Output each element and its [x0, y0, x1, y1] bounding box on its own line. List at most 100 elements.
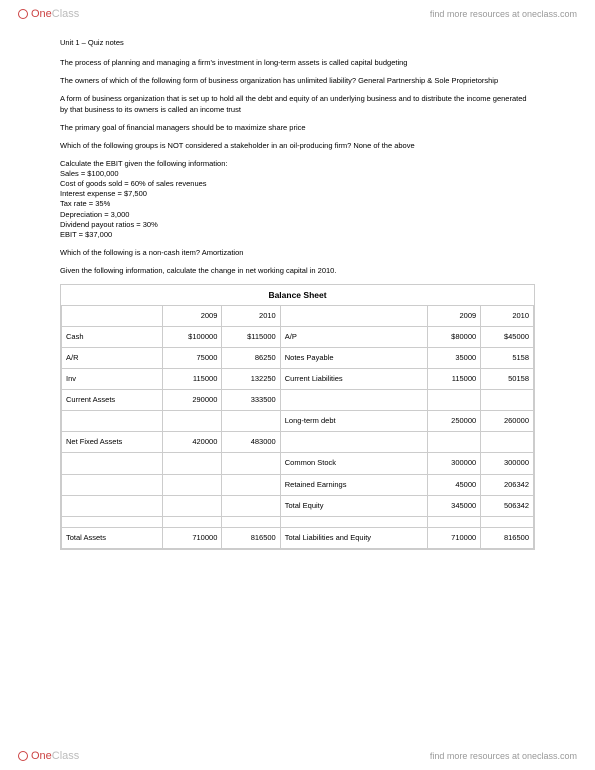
cell-value: 483000	[222, 432, 280, 453]
ebit-lead: Calculate the EBIT given the following i…	[60, 159, 535, 169]
brand-class: Class	[52, 750, 80, 762]
row-label-left: A/R	[62, 347, 163, 368]
row-label-right: Long-term debt	[280, 411, 428, 432]
table-row: Total Assets710000816500Total Liabilitie…	[62, 527, 534, 548]
cell-value	[163, 474, 222, 495]
row-label-right: Notes Payable	[280, 347, 428, 368]
table-row: A/R7500086250Notes Payable350005158	[62, 347, 534, 368]
page-content: Unit 1 – Quiz notes The process of plann…	[60, 38, 535, 732]
row-label-right: Retained Earnings	[280, 474, 428, 495]
row-label-right: Total Equity	[280, 495, 428, 516]
circle-icon	[18, 9, 28, 19]
cell-value: 45000	[428, 474, 481, 495]
header-tagline: find more resources at oneclass.com	[430, 9, 577, 19]
row-label-left	[62, 516, 163, 527]
cell-value: 260000	[481, 411, 534, 432]
row-label-right: Common Stock	[280, 453, 428, 474]
para: The owners of which of the following for…	[60, 76, 535, 86]
row-label-right	[280, 432, 428, 453]
cell-value: $115000	[222, 326, 280, 347]
row-label-left: Current Assets	[62, 390, 163, 411]
row-label-left	[62, 453, 163, 474]
cell-value: 50158	[481, 368, 534, 389]
row-label-right: Current Liabilities	[280, 368, 428, 389]
ebit-line: EBIT = $37,000	[60, 230, 535, 240]
cell-value	[163, 495, 222, 516]
cell-value: $80000	[428, 326, 481, 347]
brand-one: One	[31, 750, 52, 762]
row-label-left	[62, 474, 163, 495]
para: Which of the following groups is NOT con…	[60, 141, 535, 151]
brand-logo: OneClass	[18, 8, 79, 20]
cell-value	[428, 432, 481, 453]
row-label-left: Cash	[62, 326, 163, 347]
cell-value: 132250	[222, 368, 280, 389]
row-label-left	[62, 495, 163, 516]
cell-value	[481, 432, 534, 453]
cell-value	[222, 411, 280, 432]
table-row: Cash$100000$115000A/P$80000$45000	[62, 326, 534, 347]
table-row	[62, 516, 534, 527]
cell-value: $100000	[163, 326, 222, 347]
year-col: 2009	[428, 305, 481, 326]
cell-value: 115000	[163, 368, 222, 389]
brand-logo: OneClass	[18, 750, 79, 762]
cell-value: 35000	[428, 347, 481, 368]
table-row: Net Fixed Assets420000483000	[62, 432, 534, 453]
row-label-right	[280, 390, 428, 411]
table-header-row: 2009 2010 2009 2010	[62, 305, 534, 326]
cell-value	[163, 453, 222, 474]
table-row: Retained Earnings45000206342	[62, 474, 534, 495]
para: Which of the following is a non-cash ite…	[60, 248, 535, 258]
row-label-right: A/P	[280, 326, 428, 347]
cell-value: 710000	[428, 527, 481, 548]
para: Given the following information, calcula…	[60, 266, 535, 276]
circle-icon	[18, 751, 28, 761]
row-label-right: Total Liabilities and Equity	[280, 527, 428, 548]
cell-value	[481, 516, 534, 527]
page-header: OneClass find more resources at oneclass…	[0, 0, 595, 28]
ebit-line: Interest expense = $7,500	[60, 189, 535, 199]
table-row: Total Equity345000506342	[62, 495, 534, 516]
cell-value: 710000	[163, 527, 222, 548]
ebit-line: Cost of goods sold = 60% of sales revenu…	[60, 179, 535, 189]
cell-value	[481, 390, 534, 411]
row-label-left: Inv	[62, 368, 163, 389]
cell-value: 816500	[481, 527, 534, 548]
cell-value	[222, 453, 280, 474]
cell-empty	[280, 305, 428, 326]
cell-value	[222, 516, 280, 527]
para: The process of planning and managing a f…	[60, 58, 535, 68]
cell-value	[222, 474, 280, 495]
cell-value	[222, 495, 280, 516]
cell-value: 86250	[222, 347, 280, 368]
doc-title: Unit 1 – Quiz notes	[60, 38, 535, 48]
cell-value: 5158	[481, 347, 534, 368]
table-row: Inv115000132250Current Liabilities115000…	[62, 368, 534, 389]
table-row: Common Stock300000300000	[62, 453, 534, 474]
table-row: Long-term debt250000260000	[62, 411, 534, 432]
page-footer: OneClass find more resources at oneclass…	[0, 742, 595, 770]
table-title: Balance Sheet	[61, 285, 534, 304]
cell-value: 206342	[481, 474, 534, 495]
cell-value: 250000	[428, 411, 481, 432]
balance-sheet-table: Balance Sheet 2009 2010 2009 2010 Cash$1…	[60, 284, 535, 550]
cell-value: 115000	[428, 368, 481, 389]
balance-sheet: 2009 2010 2009 2010 Cash$100000$115000A/…	[61, 305, 534, 549]
cell-value: 75000	[163, 347, 222, 368]
cell-value: 300000	[428, 453, 481, 474]
row-label-left: Total Assets	[62, 527, 163, 548]
cell-value	[163, 516, 222, 527]
ebit-line: Tax rate = 35%	[60, 199, 535, 209]
para: A form of business organization that is …	[60, 94, 535, 114]
cell-value	[163, 411, 222, 432]
cell-value	[428, 516, 481, 527]
row-label-right	[280, 516, 428, 527]
cell-value: 816500	[222, 527, 280, 548]
cell-value: 345000	[428, 495, 481, 516]
footer-tagline: find more resources at oneclass.com	[430, 751, 577, 761]
ebit-line: Sales = $100,000	[60, 169, 535, 179]
cell-value: 506342	[481, 495, 534, 516]
year-col: 2010	[481, 305, 534, 326]
year-col: 2009	[163, 305, 222, 326]
